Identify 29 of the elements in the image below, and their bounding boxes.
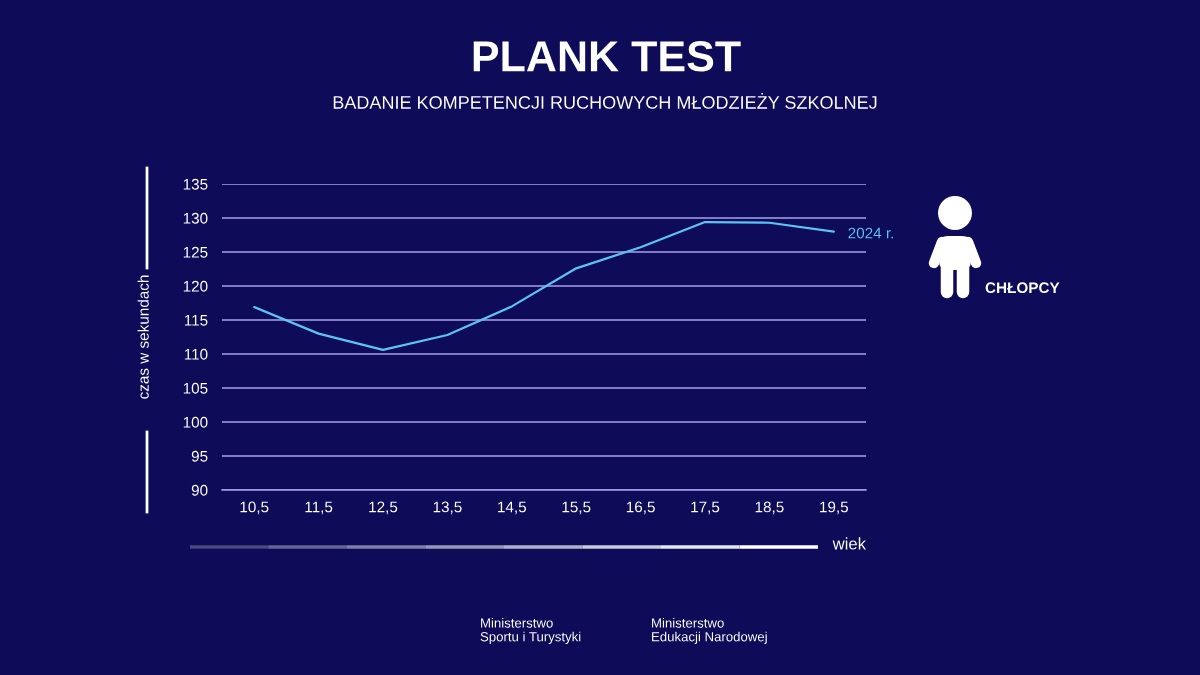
- y-tick-label: 100: [183, 416, 208, 428]
- x-tick-label: 11,5: [305, 501, 333, 515]
- x-tick-label: 12,5: [369, 501, 398, 515]
- x-tick-label: 17,5: [691, 501, 720, 515]
- x-tick-label: 18,5: [755, 501, 784, 515]
- series-label: 2024 r.: [848, 227, 894, 239]
- y-tick-label: 135: [183, 178, 208, 190]
- text: CHŁOPCY: [985, 282, 1060, 294]
- x-tick-label: 16,5: [626, 501, 655, 515]
- y-tick-label: 115: [184, 315, 208, 326]
- text: Ministerstwo Edukacji Narodowej: [652, 617, 767, 645]
- y-axis-title: czas w sekundach: [137, 275, 149, 399]
- x-tick-label: 19,5: [820, 501, 849, 515]
- x-tick-label: 15,5: [562, 501, 591, 515]
- y-tick-label: 95: [191, 450, 208, 462]
- x-tick-label: 14,5: [498, 501, 527, 515]
- x-tick-label: 10,5: [240, 501, 269, 515]
- y-tick-label: 125: [183, 246, 208, 258]
- line-series: [253, 220, 835, 352]
- chart-subtitle: BADANIE KOMPETENCJI RUCHOWYCH MŁODZIEŻY SZKOLNEJ: [333, 93, 877, 109]
- x-axis-title: wiek: [832, 537, 867, 550]
- y-tick-label: 105: [183, 382, 208, 394]
- x-tick-label: 13,5: [433, 501, 462, 515]
- y-tick-label: 90: [191, 484, 208, 496]
- y-tick-label: 130: [183, 212, 208, 224]
- y-tick-label: 120: [183, 280, 208, 292]
- chart-title: PLANK TEST: [473, 41, 741, 72]
- text: Ministerstwo Sportu i Turystyki: [480, 617, 581, 645]
- y-tick-label: 110: [184, 348, 208, 360]
